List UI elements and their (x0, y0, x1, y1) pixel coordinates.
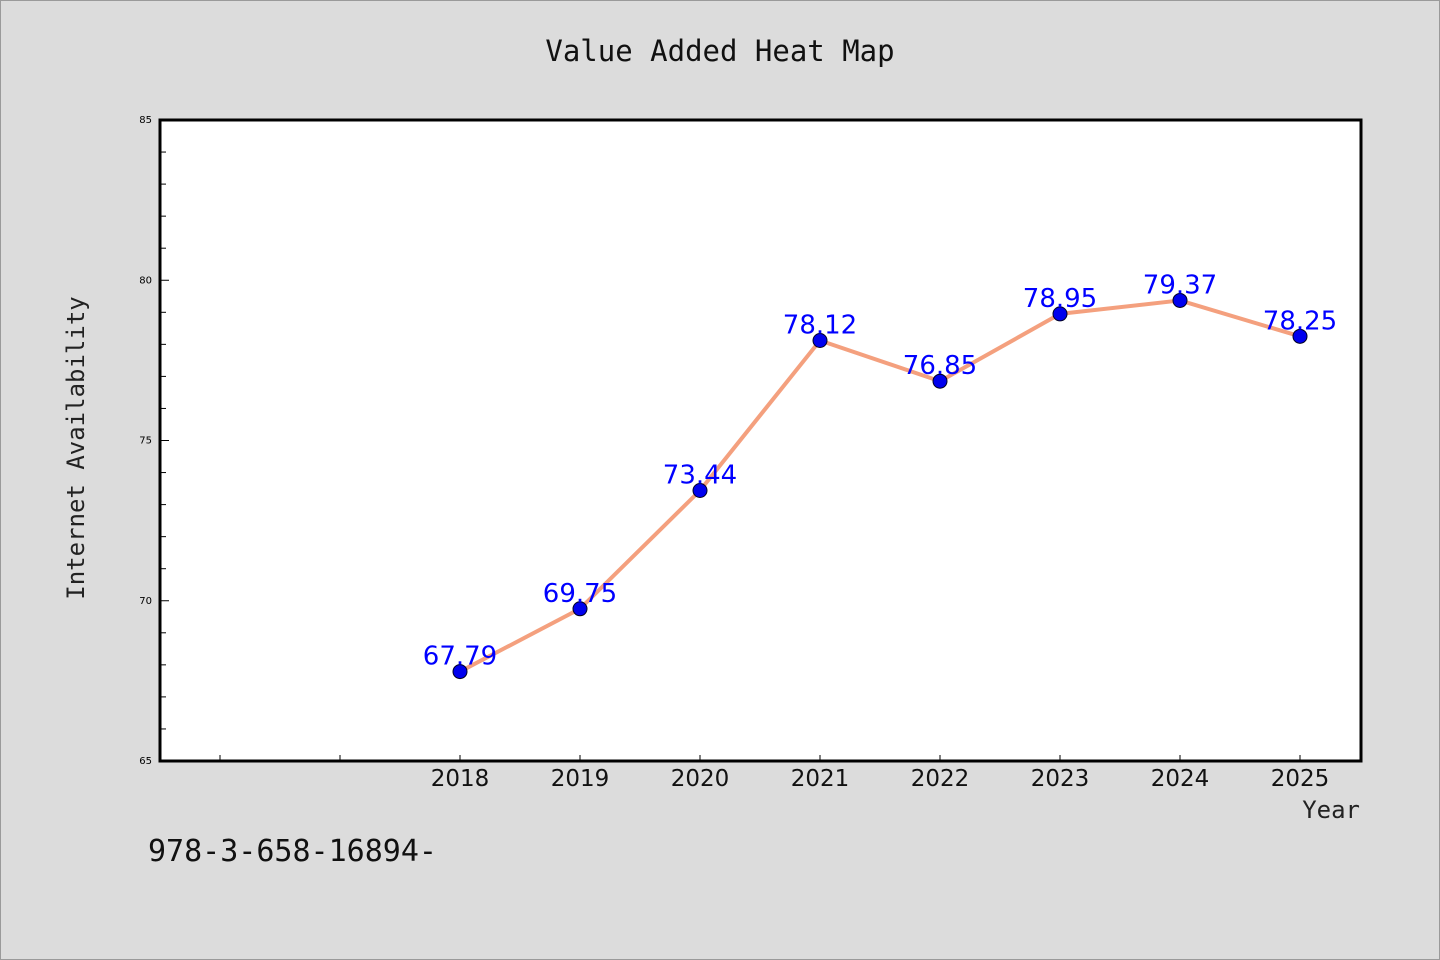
plot-area (160, 120, 1361, 761)
x-tick-label: 2021 (791, 766, 850, 792)
data-label: 78.95 (1023, 284, 1097, 314)
data-point (932, 373, 948, 389)
plot-border (158, 118, 1363, 763)
data-label: 79.37 (1143, 270, 1217, 300)
data-point (1172, 292, 1188, 308)
data-label: 76.85 (903, 351, 977, 381)
x-tick-label: 2018 (431, 766, 490, 792)
y-tick-label: 75 (139, 436, 152, 447)
data-point (812, 333, 828, 349)
data-point (572, 601, 588, 617)
x-tick-label: 2022 (911, 766, 970, 792)
y-tick-label: 70 (139, 596, 152, 607)
y-tick-label: 85 (139, 115, 152, 126)
y-tick-label: 65 (139, 756, 152, 767)
data-label: 73.44 (663, 460, 737, 490)
series-line (458, 298, 1302, 674)
data-point (452, 664, 468, 680)
data-label: 67.79 (423, 642, 497, 672)
x-tick-label: 2024 (1151, 766, 1210, 792)
data-point (692, 482, 708, 498)
data-point (1052, 306, 1068, 322)
chart-title: Value Added Heat Map (545, 34, 895, 68)
data-label: 78.25 (1263, 306, 1337, 336)
x-tick-label: 2025 (1271, 766, 1330, 792)
data-label: 78.12 (783, 311, 857, 341)
footnote-text: 978-3-658-16894- (148, 834, 437, 869)
x-axis-label: Year (1302, 796, 1360, 824)
x-tick-label: 2020 (671, 766, 730, 792)
data-point (1292, 328, 1308, 344)
data-label: 69.75 (543, 579, 617, 609)
y-tick-label: 80 (139, 275, 152, 286)
x-tick-label: 2023 (1031, 766, 1090, 792)
x-tick-label: 2019 (551, 766, 610, 792)
